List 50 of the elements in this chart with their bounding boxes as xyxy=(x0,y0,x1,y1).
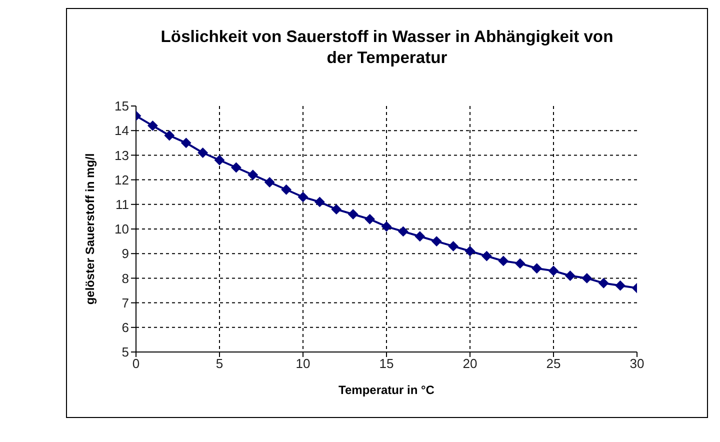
point xyxy=(382,222,392,232)
point xyxy=(582,273,592,284)
y-tick-label: 11 xyxy=(116,197,129,212)
point xyxy=(414,231,425,242)
point xyxy=(398,226,408,236)
point xyxy=(532,263,542,274)
y-tick-label: 13 xyxy=(114,148,129,163)
point xyxy=(214,155,224,166)
x-tick-label: 15 xyxy=(379,356,394,372)
point xyxy=(465,246,475,256)
y-tick-label: 6 xyxy=(122,320,129,336)
y-tick-label: 5 xyxy=(122,344,129,360)
y-tick-label: 14 xyxy=(114,123,129,138)
x-tick-label: 5 xyxy=(216,356,224,372)
point xyxy=(565,270,576,281)
point xyxy=(331,204,342,214)
y-tick-label: 15 xyxy=(114,98,129,114)
point xyxy=(482,251,492,262)
x-tick-label: 30 xyxy=(630,356,644,372)
x-tick-label: 10 xyxy=(296,356,310,372)
point xyxy=(314,196,325,207)
point xyxy=(448,241,458,252)
point xyxy=(248,170,258,180)
point xyxy=(515,258,526,268)
x-tick-label: 0 xyxy=(132,356,140,372)
point xyxy=(548,266,558,276)
point xyxy=(364,214,375,224)
x-tick-label: 20 xyxy=(462,356,478,372)
y-tick-label: 8 xyxy=(122,270,129,286)
x-tick-label: 25 xyxy=(546,356,561,372)
point xyxy=(298,192,308,202)
point xyxy=(598,278,609,288)
y-tick-label: 9 xyxy=(122,246,129,262)
point xyxy=(281,184,292,195)
point xyxy=(181,138,192,148)
point xyxy=(432,236,442,246)
y-tick-label: 10 xyxy=(114,222,129,237)
point xyxy=(264,177,275,188)
point xyxy=(198,148,208,158)
point xyxy=(148,120,158,131)
point xyxy=(348,209,358,220)
point xyxy=(615,280,626,291)
point xyxy=(164,130,174,141)
chart-title: Löslichkeit von Sauerstoff in Wasser in Abhängigkeit von der Temperatur xyxy=(160,26,614,68)
y-tick-label: 7 xyxy=(122,295,129,310)
point xyxy=(231,162,242,172)
point xyxy=(498,256,508,266)
x-axis-title: Temperatur in °C xyxy=(338,383,435,397)
y-axis-title: gelöster Sauerstoff in mg/l xyxy=(83,153,97,305)
y-tick-label: 12 xyxy=(114,172,129,188)
